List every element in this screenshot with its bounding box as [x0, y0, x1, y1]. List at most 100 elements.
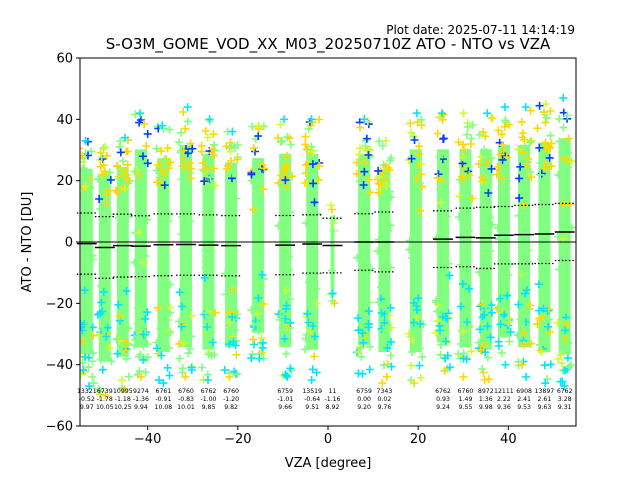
data-point: [166, 328, 175, 337]
data-point: [413, 241, 422, 250]
data-point: [513, 331, 522, 340]
data-point: [353, 253, 361, 262]
data-point: [432, 307, 441, 316]
data-point: [562, 319, 571, 328]
data-point: [304, 318, 313, 327]
data-point: [408, 336, 417, 345]
data-point: [285, 134, 294, 143]
data-point: [375, 137, 384, 146]
data-point: [487, 164, 496, 173]
data-point: [257, 334, 266, 343]
data-point: [522, 372, 531, 381]
data-point: [304, 124, 313, 133]
data-point: [374, 298, 383, 307]
data-point: [186, 139, 195, 148]
data-point: [81, 353, 90, 361]
stat-count-label: 10995: [113, 388, 133, 395]
data-point: [497, 349, 506, 358]
data-point: [119, 157, 128, 166]
data-point: [134, 171, 143, 180]
data-point: [178, 302, 187, 311]
data-point: [459, 372, 468, 381]
data-point: [537, 348, 546, 356]
data-point: [526, 106, 535, 115]
data-point: [113, 187, 122, 196]
y-tick-label: 40: [56, 113, 73, 128]
data-point: [220, 365, 229, 374]
data-point: [157, 147, 166, 156]
data-point: [281, 163, 290, 171]
stat-std-label: 10.05: [96, 404, 114, 411]
data-point: [454, 138, 463, 147]
data-point: [137, 200, 146, 209]
data-point: [158, 171, 167, 180]
data-point: [249, 321, 258, 330]
data-point: [228, 169, 237, 178]
data-point: [559, 123, 568, 132]
data-point: [516, 162, 525, 171]
data-point: [487, 308, 496, 317]
data-point: [302, 218, 310, 227]
data-point: [481, 317, 490, 325]
data-point: [165, 327, 174, 335]
data-point: [134, 303, 142, 312]
x-tick-label: 20: [410, 432, 427, 447]
data-point: [405, 245, 414, 254]
data-point: [96, 148, 105, 157]
y-tick-label: 20: [56, 174, 73, 189]
data-point: [487, 114, 496, 122]
data-point: [187, 311, 196, 320]
stat-mean-label: 0.93: [436, 396, 450, 403]
data-point: [117, 275, 126, 284]
data-point: [407, 361, 416, 370]
data-point: [134, 228, 143, 237]
data-point: [160, 167, 168, 176]
data-point: [249, 335, 257, 344]
data-point: [81, 196, 89, 205]
data-point: [175, 354, 184, 363]
data-point: [467, 347, 476, 356]
data-point: [554, 354, 563, 363]
data-point: [520, 302, 529, 311]
data-point: [479, 341, 488, 350]
data-point: [558, 330, 567, 339]
data-point: [535, 314, 544, 323]
data-point: [201, 246, 210, 255]
data-point: [354, 326, 363, 335]
data-point: [274, 178, 283, 187]
data-point: [432, 234, 441, 242]
data-point: [232, 194, 241, 203]
data-point: [536, 170, 545, 179]
data-point: [533, 124, 542, 133]
data-point: [468, 120, 477, 129]
data-point: [566, 361, 575, 369]
data-point: [330, 299, 339, 308]
data-point: [305, 278, 313, 287]
data-point: [559, 154, 568, 163]
data-point: [327, 290, 336, 299]
data-point: [500, 310, 509, 319]
data-point: [354, 348, 363, 357]
data-point: [203, 133, 212, 142]
data-band: [80, 169, 93, 355]
data-point: [358, 329, 367, 338]
data-point: [514, 211, 523, 220]
data-point: [204, 328, 213, 337]
data-column: [352, 115, 375, 378]
data-point: [365, 365, 374, 374]
data-point: [301, 345, 310, 354]
stat-count-label: 6908: [516, 388, 532, 395]
data-point: [187, 363, 196, 372]
data-point: [381, 162, 390, 171]
stat-count-label: 13321: [77, 388, 97, 395]
stat-std-label: 10.08: [155, 404, 173, 411]
stat-std-label: 9.31: [558, 404, 572, 411]
data-point: [459, 109, 468, 118]
data-point: [80, 151, 86, 160]
data-point: [80, 366, 88, 375]
data-point: [160, 155, 169, 164]
stat-mean-label: -1.18: [115, 396, 131, 403]
data-point: [98, 307, 107, 316]
data-point: [522, 168, 530, 177]
data-point: [139, 152, 147, 161]
